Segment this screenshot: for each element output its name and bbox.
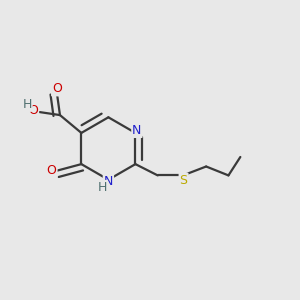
Text: O: O	[52, 82, 62, 95]
Text: N: N	[132, 124, 142, 137]
Text: H: H	[98, 181, 107, 194]
Text: S: S	[180, 174, 188, 187]
Text: N: N	[104, 175, 113, 188]
Text: O: O	[28, 104, 38, 117]
Text: O: O	[47, 164, 57, 177]
Text: H: H	[22, 98, 32, 111]
